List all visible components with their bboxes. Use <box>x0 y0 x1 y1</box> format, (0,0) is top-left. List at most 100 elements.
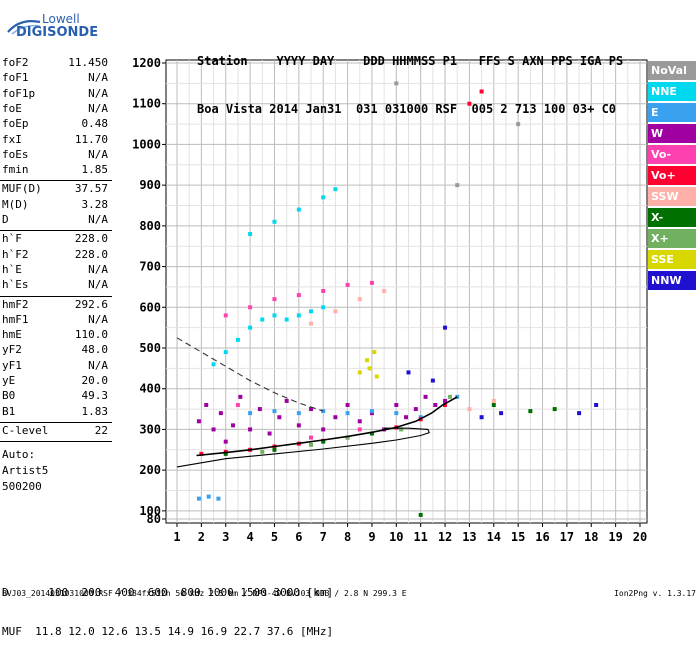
data-point-vo <box>443 403 448 407</box>
data-point-nne <box>284 317 289 322</box>
param-value: 292.6 <box>74 297 108 311</box>
data-point-w <box>394 403 399 407</box>
param-value: 49.3 <box>81 389 109 403</box>
file-info-footer: BVJ03_2014031031000.RSF / 384fx512h 50 k… <box>2 589 698 598</box>
param-name: h`Es <box>2 278 29 292</box>
data-point-nnw <box>443 325 448 330</box>
y-tick-label: 1000 <box>132 137 161 151</box>
param-name: foF2 <box>2 56 29 69</box>
x-tick-label: 6 <box>295 530 302 544</box>
param-name: foEs <box>2 147 29 161</box>
param-row: h`F 228.0 <box>2 232 108 247</box>
file-info-text: BVJ03_2014031031000.RSF / 384fx512h 50 k… <box>2 589 407 598</box>
param-separator <box>0 230 112 232</box>
param-value: N/A <box>88 358 108 372</box>
param-value: N/A <box>88 213 108 226</box>
param-row: yE 20.0 <box>2 374 108 389</box>
x-tick-label: 17 <box>560 530 574 544</box>
data-point-nne <box>248 325 253 330</box>
data-point-w <box>369 411 374 416</box>
data-point-nne <box>296 313 301 318</box>
data-point-nne <box>321 305 326 310</box>
data-point-x <box>321 439 326 444</box>
param-name: h`F2 <box>2 247 29 261</box>
data-point-w <box>231 423 236 428</box>
data-point-vo <box>467 101 472 106</box>
data-point-e <box>369 409 374 414</box>
param-row: foEp 0.48 <box>2 117 108 132</box>
x-tick-label: 13 <box>462 530 476 544</box>
data-point-sse <box>367 366 372 371</box>
data-point-w <box>321 427 326 432</box>
param-row: h`Es N/A <box>2 278 108 293</box>
param-name: B1 <box>2 404 16 418</box>
data-point-e <box>345 411 350 416</box>
header-columns: Station YYYY DAY DDD HHMMSS P1 FFS S AXN… <box>197 54 624 68</box>
data-point-noval <box>455 183 460 188</box>
param-value: 11.450 <box>68 56 108 69</box>
data-point-vo <box>235 403 240 407</box>
data-point-nne <box>223 350 228 355</box>
param-name: yE <box>2 374 16 387</box>
data-point-nnw <box>499 411 504 416</box>
data-point-w <box>257 407 262 412</box>
data-point-e <box>248 411 253 416</box>
logo-line2: DIGISONDE <box>16 25 99 40</box>
data-point-vo <box>479 89 484 94</box>
x-tick-label: 1 <box>173 530 180 544</box>
data-point-x <box>491 403 496 407</box>
param-name: fxI <box>2 132 22 146</box>
data-point-w <box>238 394 243 399</box>
y-tick-label: 400 <box>139 382 161 396</box>
param-name: MUF(D) <box>2 182 42 196</box>
data-point-vo <box>272 297 277 302</box>
x-tick-label: 16 <box>535 530 549 544</box>
data-point-e <box>196 496 201 501</box>
y-tick-label: 900 <box>139 178 161 192</box>
param-row: foEs N/A <box>2 148 108 163</box>
data-point-nne <box>211 362 216 367</box>
param-value: 3.28 <box>81 197 109 211</box>
param-row: h`F2 228.0 <box>2 248 108 263</box>
param-value: N/A <box>88 71 108 85</box>
data-point-nne <box>296 207 301 212</box>
legend-item: NNE <box>648 82 696 101</box>
data-point-e <box>216 496 221 501</box>
param-value: 228.0 <box>74 232 108 246</box>
param-row: foF1 N/A <box>2 71 108 86</box>
autoscaling-line: Artist5 <box>2 464 49 478</box>
param-row: hmF2 292.6 <box>2 298 108 313</box>
data-point-nnw <box>479 415 484 420</box>
param-row: hmF1 N/A <box>2 313 108 328</box>
x-tick-label: 19 <box>608 530 622 544</box>
param-row: yF1 N/A <box>2 359 108 374</box>
data-point-vo <box>296 293 301 298</box>
param-name: h`E <box>2 262 22 276</box>
param-row: foE N/A <box>2 102 108 117</box>
param-row: M(D) 3.28 <box>2 198 108 213</box>
param-separator <box>0 421 112 423</box>
data-point-w <box>223 439 228 444</box>
data-point-nne <box>272 313 277 318</box>
x-tick-label: 5 <box>271 530 278 544</box>
data-point-vo <box>345 282 350 287</box>
x-tick-label: 18 <box>584 530 598 544</box>
data-point-x <box>223 451 228 456</box>
data-point-x <box>447 394 452 399</box>
data-point-vo <box>309 435 314 440</box>
param-value: N/A <box>88 86 108 100</box>
data-point-w <box>218 411 223 416</box>
param-row: MUF(D) 37.57 <box>2 182 108 197</box>
data-point-vo <box>321 289 326 293</box>
data-point-vo <box>248 305 253 310</box>
data-point-ssw <box>382 289 387 293</box>
data-point-nne <box>260 317 265 322</box>
curve-profile <box>196 396 458 457</box>
param-value: N/A <box>88 101 108 115</box>
x-tick-label: 7 <box>320 530 327 544</box>
data-point-ssw <box>333 309 338 314</box>
data-point-w <box>309 407 314 412</box>
param-value: 1.85 <box>81 163 109 177</box>
data-point-nne <box>321 195 326 200</box>
data-point-sse <box>372 350 377 355</box>
